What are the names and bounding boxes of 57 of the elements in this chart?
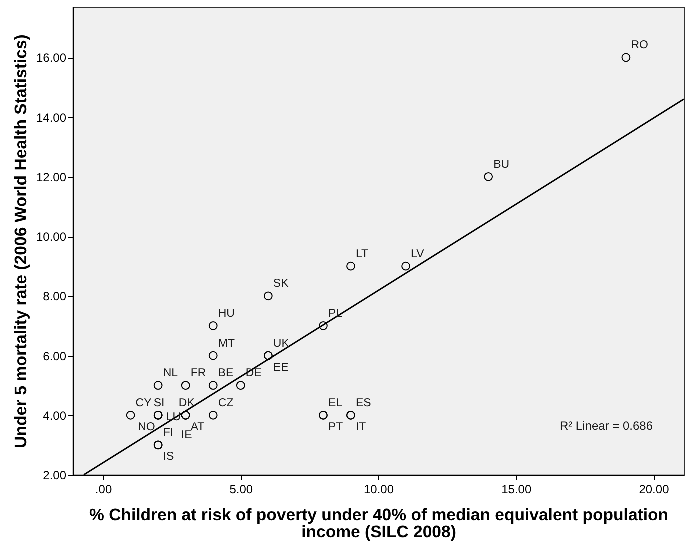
y-tick-label: 6.00 [43,349,67,364]
annotation: PT [328,421,344,434]
annotation: BU [494,158,510,171]
annotation: FI [163,427,174,440]
x-tick-label: 5.00 [230,482,254,496]
y-tick-label: 14.00 [36,110,67,125]
annotation: FR [190,368,206,380]
y-tick-label: 12.00 [36,170,67,184]
x-axis-title: % Children at risk of poverty under 40% of median equivalent population income (SILC 2008) [89,506,669,542]
point [236,381,246,390]
annotation: IE [181,429,193,442]
point [208,410,218,420]
annotation: NL [163,368,179,380]
y-tick-label: 4.00 [43,408,67,423]
annotation: LT [356,248,369,260]
annotation: HU [218,308,235,320]
y-tick-label: 8.00 [43,290,67,304]
annotation: RO [631,40,649,52]
annotation: DE [246,368,262,380]
point [346,262,356,271]
annotation: IS [163,451,175,464]
y-tick-label: 10.00 [36,230,67,244]
annotation: UK [273,338,290,350]
annotation: CZ [218,397,234,410]
annotation: DK [178,397,196,410]
x-tick-label: 15.00 [502,482,532,496]
annotation: BE [218,368,234,380]
annotation: CY [136,397,152,410]
point [181,381,190,390]
point [402,262,410,271]
y-axis-title: Under 5 mortality rate (2006 World Health Statistics) [11,34,30,448]
y-tick-label: 2.00 [43,468,67,482]
y-tick-label: 16.00 [36,51,67,66]
point [208,381,218,390]
annotation: MT [218,338,235,350]
annotation: NO [138,421,156,434]
point [208,322,218,330]
annotation: R² Linear = 0.686 [560,419,654,433]
point [622,53,631,62]
annotation: AT [190,421,205,434]
annotation: IT [356,421,366,434]
point [319,322,328,330]
x-tick-label: 10.00 [364,482,394,496]
point [208,351,218,360]
annotation: SI [154,397,165,410]
point [484,172,494,182]
point [264,292,273,301]
annotation: EE [273,362,290,374]
annotation: LV [411,248,425,260]
annotation: PL [328,308,344,320]
annotation: EL [328,397,344,410]
point [126,410,136,420]
point [154,381,163,390]
x-tick-label: .00 [95,482,112,496]
annotation: ES [356,397,372,410]
x-tick-label: 20.00 [639,482,670,496]
annotation: SK [273,278,290,290]
